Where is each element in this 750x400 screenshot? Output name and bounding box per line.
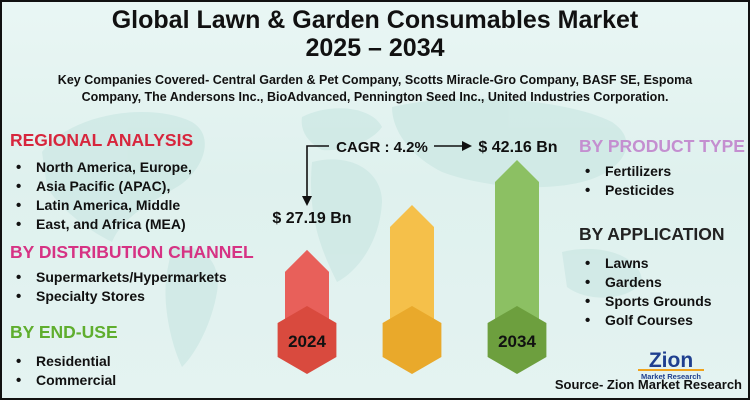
- zion-logo: Zion Market Research: [638, 349, 704, 381]
- list-item: Commercial: [10, 371, 116, 390]
- hexagon-middle: [382, 306, 442, 374]
- list-item: Latin America, Middle: [10, 196, 192, 215]
- cagr-label: CAGR : 4.2%: [336, 139, 428, 156]
- end-use-heading: BY END-USE: [10, 322, 118, 342]
- list-item: Specialty Stores: [10, 287, 227, 306]
- title-line-2: 2025 – 2034: [305, 34, 445, 62]
- distribution-channel-list: Supermarkets/Hypermarkets Specialty Stor…: [10, 268, 227, 306]
- end-use-list: Residential Commercial: [10, 352, 116, 390]
- product-type-heading: BY PRODUCT TYPE: [579, 136, 745, 156]
- logo-subtitle: Market Research: [641, 372, 701, 381]
- logo-word: Zion: [649, 349, 693, 372]
- category-label-2034: 2034: [498, 332, 536, 351]
- list-item: Asia Pacific (APAC),: [10, 177, 192, 196]
- page-title: Global Lawn & Garden Consumables Market …: [2, 6, 748, 62]
- application-list: Lawns Gardens Sports Grounds Golf Course…: [579, 254, 712, 330]
- distribution-channel-heading: BY DISTRIBUTION CHANNEL: [10, 242, 254, 262]
- list-item: Golf Courses: [579, 311, 712, 330]
- title-line-1: Global Lawn & Garden Consumables Market: [111, 6, 639, 34]
- list-item: Supermarkets/Hypermarkets: [10, 268, 227, 287]
- companies-line-1: Key Companies Covered- Central Garden & …: [57, 73, 693, 87]
- cagr-connector-line: [306, 145, 329, 198]
- key-companies-text: Key Companies Covered- Central Garden & …: [10, 72, 740, 106]
- right-arrow-head: [462, 141, 472, 151]
- list-item: East, and Africa (MEA): [10, 215, 192, 234]
- list-item: Residential: [10, 352, 116, 371]
- hexagon-2034: [487, 306, 547, 374]
- product-type-list: Fertilizers Pesticides: [579, 162, 674, 200]
- companies-line-2: Company, The Andersons Inc., BioAdvanced…: [81, 90, 669, 104]
- list-item: Lawns: [579, 254, 712, 273]
- list-item: Pesticides: [579, 181, 674, 200]
- bar-middle: [390, 204, 434, 340]
- list-item: Gardens: [579, 273, 712, 292]
- value-label-2024: $ 27.19 Bn: [272, 210, 351, 227]
- value-label-2034: $ 42.16 Bn: [478, 139, 557, 156]
- down-arrow-head: [302, 196, 312, 206]
- source-note: Source- Zion Market Research: [554, 377, 742, 392]
- application-heading: BY APPLICATION: [579, 224, 725, 244]
- regional-analysis-heading: REGIONAL ANALYSIS: [10, 130, 194, 150]
- regional-analysis-list: North America, Europe, Asia Pacific (APA…: [10, 158, 192, 234]
- list-item: Fertilizers: [579, 162, 674, 181]
- list-item: Sports Grounds: [579, 292, 712, 311]
- bar-2034: [495, 160, 539, 340]
- hexagon-2024: [277, 306, 337, 374]
- list-item: North America, Europe,: [10, 158, 192, 177]
- category-label-2024: 2024: [288, 332, 326, 351]
